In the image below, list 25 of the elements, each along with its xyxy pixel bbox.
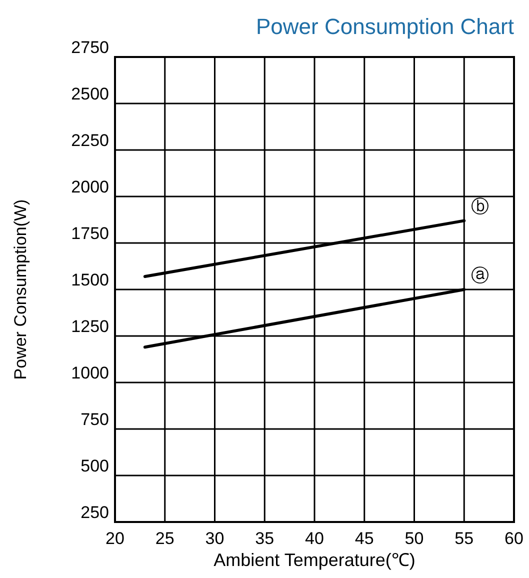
y-tick-label: 750 xyxy=(80,410,109,429)
x-tick-label: 25 xyxy=(155,529,174,548)
y-tick-label: 1250 xyxy=(71,317,109,336)
y-tick-label: 2500 xyxy=(71,84,109,104)
y-tick-label: 2000 xyxy=(71,178,109,196)
x-tick-label: 30 xyxy=(205,529,224,548)
series-label: ⓐ xyxy=(471,266,490,286)
x-tick-label: 55 xyxy=(454,529,474,548)
y-tick-label: 250 xyxy=(80,503,109,522)
y-tick-label: 2750 xyxy=(71,38,109,57)
x-tick-label: 40 xyxy=(305,529,324,548)
y-tick-label: 500 xyxy=(80,456,109,476)
y-tick-label: 1750 xyxy=(71,224,109,243)
y-tick-label: 2250 xyxy=(71,131,109,150)
series-label: ⓑ xyxy=(471,196,490,217)
x-tick-label: 20 xyxy=(106,529,124,548)
x-axis-title: Ambient Temperature(℃) xyxy=(214,550,416,570)
x-tick-label: 35 xyxy=(255,529,274,548)
x-tick-label: 45 xyxy=(354,529,374,548)
chart-title: Power Consumption Chart xyxy=(256,14,514,39)
x-tick-label: 50 xyxy=(404,529,424,548)
x-tick-label: 60 xyxy=(504,529,524,548)
y-axis-title: Power Consumption(W) xyxy=(11,199,30,380)
y-tick-label: 1500 xyxy=(71,270,109,290)
y-tick-label: 1000 xyxy=(71,364,109,382)
